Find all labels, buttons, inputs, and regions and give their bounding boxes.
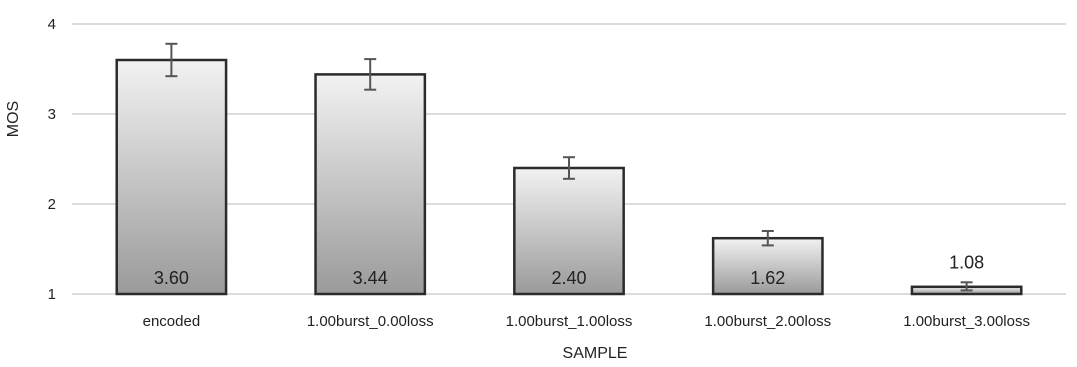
x-axis-title: SAMPLE [563, 345, 628, 362]
data-label: 3.44 [353, 268, 388, 288]
bar-group: 1.62 [711, 230, 824, 296]
bar-group: 3.44 [314, 58, 427, 296]
data-label: 1.08 [949, 252, 984, 272]
error-bar [364, 58, 377, 91]
data-label: 3.60 [154, 268, 189, 288]
data-label: 2.40 [551, 268, 586, 288]
bar [115, 58, 228, 296]
bar-group: 2.40 [513, 156, 625, 296]
x-tick-label: 1.00burst_2.00loss [704, 313, 831, 330]
x-axis-ticks: encoded 1.00burst_0.00loss 1.00burst_1.00l… [143, 313, 1030, 330]
bar [711, 236, 824, 296]
bar-group: 3.60 [115, 42, 228, 296]
bar [314, 73, 427, 296]
bars: 3.60 3.44 2.40 1.62 1.08 [115, 42, 1023, 296]
bar-group: 1.08 [910, 252, 1023, 296]
x-tick-label: 1.00burst_0.00loss [307, 313, 434, 330]
error-bar [165, 42, 178, 78]
y-tick-label: 3 [48, 106, 56, 123]
x-tick-label: encoded [143, 313, 201, 330]
x-tick-label: 1.00burst_3.00loss [903, 313, 1030, 330]
y-tick-label: 2 [48, 196, 56, 213]
y-tick-label: 1 [48, 286, 56, 303]
y-tick-label: 4 [48, 16, 56, 33]
y-axis-ticks: 1 2 3 4 [48, 16, 56, 303]
y-axis-title: MOS [5, 101, 22, 137]
data-label: 1.62 [750, 268, 785, 288]
error-bar [563, 156, 575, 180]
error-bar [960, 281, 973, 292]
x-tick-label: 1.00burst_1.00loss [506, 313, 633, 330]
error-bar [761, 230, 774, 247]
